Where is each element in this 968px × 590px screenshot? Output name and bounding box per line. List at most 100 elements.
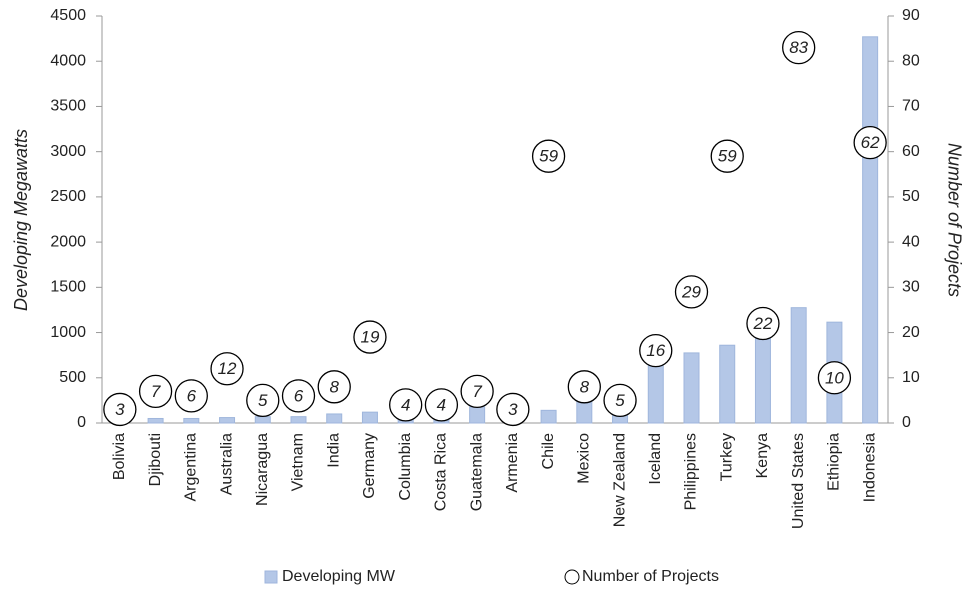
- y-tick-label: 1500: [50, 279, 86, 296]
- data-label: 7: [151, 382, 161, 401]
- data-label: 59: [539, 147, 558, 166]
- y2-tick-label: 50: [902, 188, 920, 205]
- bar: [862, 36, 879, 424]
- y2-tick-label: 10: [902, 369, 920, 386]
- marker: [567, 370, 601, 404]
- y2-tick-label: 70: [902, 98, 920, 115]
- marker: [674, 275, 709, 309]
- marker: [603, 383, 637, 418]
- bar: [290, 416, 307, 424]
- data-label: 19: [360, 328, 379, 347]
- x-tick-label: Bolivia: [111, 433, 128, 480]
- marker: [389, 388, 423, 422]
- bar: [147, 417, 164, 424]
- y2-tick-label: 40: [902, 233, 920, 250]
- x-tick-label: Turkey: [718, 433, 735, 481]
- y2-tick-label: 20: [902, 324, 920, 341]
- bar: [790, 307, 807, 424]
- data-label: 5: [615, 391, 625, 410]
- marker: [639, 333, 673, 368]
- y2-tick-label: 80: [902, 52, 920, 69]
- y2-tick-label: 60: [902, 143, 920, 160]
- x-tick-label: Chile: [540, 433, 557, 470]
- legend-swatch: [564, 569, 580, 585]
- data-label: 8: [580, 377, 590, 396]
- data-label: 22: [752, 314, 772, 333]
- bar: [683, 352, 700, 424]
- data-label: 16: [646, 341, 665, 360]
- x-tick-label: Guatemala: [468, 433, 485, 511]
- bar: [647, 363, 664, 424]
- y-tick-label: 4500: [50, 7, 86, 24]
- x-tick-label: Djibouti: [147, 433, 164, 486]
- x-tick-label: Ethiopia: [826, 433, 843, 491]
- marker: [817, 361, 852, 395]
- data-label: 83: [789, 38, 808, 57]
- y2-tick-label: 30: [902, 279, 920, 296]
- x-tick-label: Costa Rica: [433, 433, 450, 511]
- legend-label: Developing MW: [282, 568, 396, 585]
- x-tick-label: Philippines: [683, 433, 700, 510]
- y-tick-label: 3500: [50, 98, 86, 115]
- bar: [719, 344, 736, 424]
- legend-label: Number of Projects: [582, 568, 719, 585]
- bar: [183, 417, 200, 424]
- data-label: 4: [437, 395, 446, 414]
- data-label: 7: [472, 382, 482, 401]
- y-tick-label: 2500: [50, 188, 86, 205]
- data-label: 6: [294, 386, 304, 405]
- bar: [540, 409, 557, 424]
- marker: [782, 31, 816, 65]
- x-tick-label: Armenia: [504, 433, 521, 493]
- y-tick-label: 0: [77, 414, 86, 431]
- y-tick-label: 4000: [50, 52, 86, 69]
- x-tick-label: Kenya: [754, 433, 771, 478]
- bar: [254, 416, 271, 424]
- data-label: 8: [329, 377, 339, 396]
- marker: [710, 139, 744, 173]
- data-label: 3: [508, 400, 518, 419]
- y2-tick-label: 0: [902, 414, 911, 431]
- marker: [174, 379, 208, 413]
- bar: [469, 406, 486, 424]
- marker: [460, 374, 494, 408]
- y-axis-label: Developing Megawatts: [11, 129, 31, 311]
- y-tick-label: 1000: [50, 324, 86, 341]
- x-tick-label: Columbia: [397, 433, 414, 501]
- data-label: 5: [258, 391, 268, 410]
- x-tick-label: Iceland: [647, 433, 664, 485]
- marker: [496, 392, 530, 427]
- bar: [361, 411, 378, 424]
- data-label: 3: [115, 400, 125, 419]
- y-tick-label: 500: [59, 369, 86, 386]
- marker: [281, 379, 316, 413]
- marker: [138, 374, 173, 408]
- marker: [853, 125, 887, 160]
- legend-swatch: [264, 570, 278, 584]
- data-label: 62: [861, 133, 880, 152]
- data-label: 12: [218, 359, 237, 378]
- marker: [210, 352, 244, 386]
- data-label: 4: [401, 395, 410, 414]
- x-tick-label: Argentina: [183, 433, 200, 502]
- x-tick-label: United States: [790, 433, 807, 529]
- y2-tick-label: 90: [902, 7, 920, 24]
- x-tick-label: India: [325, 433, 342, 468]
- x-tick-label: Australia: [218, 433, 235, 495]
- data-label: 29: [681, 282, 701, 301]
- x-tick-label: Germany: [361, 433, 378, 499]
- y-tick-label: 2000: [50, 233, 86, 250]
- data-label: 6: [187, 386, 197, 405]
- data-label: 10: [825, 368, 844, 387]
- marker: [353, 320, 387, 354]
- marker: [424, 388, 459, 422]
- x-tick-label: Indonesia: [861, 433, 878, 502]
- marker: [746, 306, 780, 341]
- x-tick-label: Mexico: [576, 433, 593, 484]
- marker: [531, 139, 566, 173]
- bar: [219, 417, 236, 424]
- y-tick-label: 3000: [50, 143, 86, 160]
- marker: [103, 392, 137, 427]
- x-tick-label: Nicaragua: [254, 433, 271, 506]
